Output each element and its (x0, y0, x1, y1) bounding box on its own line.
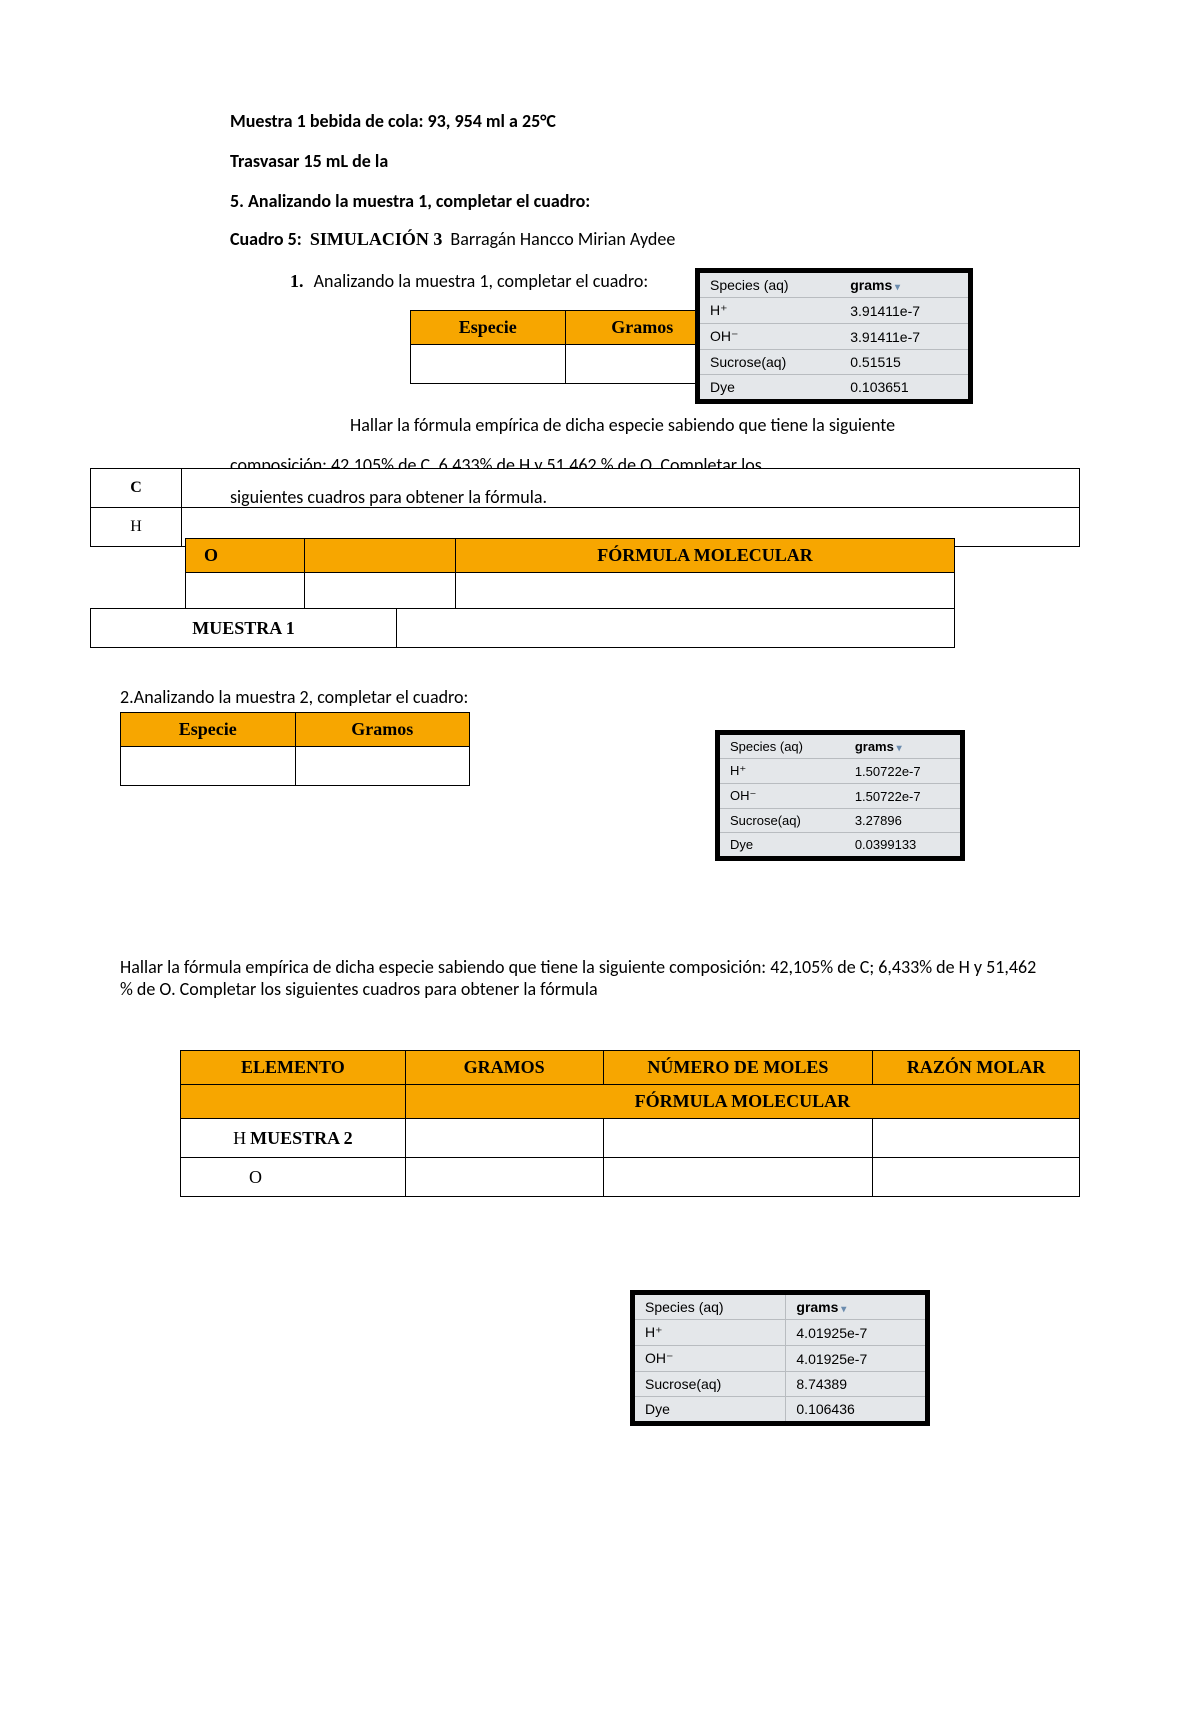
item1-text: Analizando la muestra 1, completar el cu… (314, 270, 649, 292)
cuadro5-label: Cuadro 5: (230, 228, 302, 250)
sp2-r1-0: OH⁻ (720, 784, 845, 809)
species-box-1: Species (aq) grams H⁺3.91411e-7 OH⁻3.914… (695, 268, 973, 404)
sp3-r3-0: Dye (635, 1397, 786, 1422)
species2-h1: Species (aq) (720, 735, 845, 759)
sp2-r0-1: 1.50722e-7 (845, 759, 960, 784)
formula-molecular-1: FÓRMULA MOLECULAR (456, 539, 955, 573)
sp2-r1-1: 1.50722e-7 (845, 784, 960, 809)
elem-H: H (91, 508, 182, 547)
sp3-r2-1: 8.74389 (786, 1372, 925, 1397)
elem-H-2: H (233, 1128, 246, 1148)
species-box-3: Species (aq) grams H⁺4.01925e-7 OH⁻4.019… (630, 1290, 930, 1426)
elem-O-2: O (181, 1158, 406, 1197)
big-table: ELEMENTO GRAMOS NÚMERO DE MOLES RAZÓN MO… (180, 1050, 1080, 1197)
species3-h2: grams (786, 1295, 925, 1320)
sp1-r0-0: H⁺ (700, 298, 840, 324)
big-elemento: ELEMENTO (181, 1051, 406, 1085)
formula-text-1: Hallar la fórmula empírica de dicha espe… (350, 414, 1080, 436)
sp1-r2-0: Sucrose(aq) (700, 350, 840, 375)
sp2-r3-0: Dye (720, 833, 845, 857)
sp2-r2-1: 3.27896 (845, 809, 960, 833)
sp2-r2-0: Sucrose(aq) (720, 809, 845, 833)
sp1-r1-0: OH⁻ (700, 324, 840, 350)
sp3-r1-0: OH⁻ (635, 1346, 786, 1372)
sp1-r0-1: 3.91411e-7 (840, 298, 968, 324)
sp1-r1-1: 3.91411e-7 (840, 324, 968, 350)
sp2-r0-0: H⁺ (720, 759, 845, 784)
big-gramos: GRAMOS (405, 1051, 603, 1085)
sp3-r0-1: 4.01925e-7 (786, 1320, 925, 1346)
sp2-r3-1: 0.0399133 (845, 833, 960, 857)
species1-h1: Species (aq) (700, 273, 840, 298)
cuadro5-sim: SIMULACIÓN 3 (310, 229, 443, 249)
species-box-2: Species (aq) grams H⁺1.50722e-7 OH⁻1.507… (715, 730, 965, 861)
sp3-r1-1: 4.01925e-7 (786, 1346, 925, 1372)
species2-h2: grams (845, 735, 960, 759)
heading-trasvasar: Trasvasar 15 mL de la (230, 150, 1080, 172)
muestra1-label: MUESTRA 1 (91, 609, 397, 648)
big-razon: RAZÓN MOLAR (873, 1051, 1080, 1085)
species3-h1: Species (aq) (635, 1295, 786, 1320)
item1-num: 1. (290, 271, 304, 291)
sp3-r3-1: 0.106436 (786, 1397, 925, 1422)
big-moles: NÚMERO DE MOLES (603, 1051, 873, 1085)
cuadro5-name: Barragán Hancco Mirian Aydee (450, 228, 675, 250)
heading-muestra1: Muestra 1 bebida de cola: 93, 954 ml a 2… (230, 110, 1080, 132)
sp1-r3-0: Dye (700, 375, 840, 400)
heading-analizar: 5. Analizando la muestra 1, completar el… (230, 190, 1080, 212)
sp3-r2-0: Sucrose(aq) (635, 1372, 786, 1397)
especie-h1: Especie (411, 311, 566, 345)
big-formula: FÓRMULA MOLECULAR (405, 1085, 1079, 1119)
sp3-r0-0: H⁺ (635, 1320, 786, 1346)
especie-table-1: Especie Gramos (410, 310, 720, 384)
big-muestra2: MUESTRA 2 (250, 1128, 353, 1148)
elem-O: O (186, 539, 305, 573)
sp1-r3-1: 0.103651 (840, 375, 968, 400)
siguientes-line: siguientes cuadros para obtener la fórmu… (230, 486, 547, 508)
formula-text-2: Hallar la fórmula empírica de dicha espe… (120, 956, 1050, 1000)
species1-h2: grams (840, 273, 968, 298)
elem-C: C (91, 469, 182, 508)
sp1-r2-1: 0.51515 (840, 350, 968, 375)
